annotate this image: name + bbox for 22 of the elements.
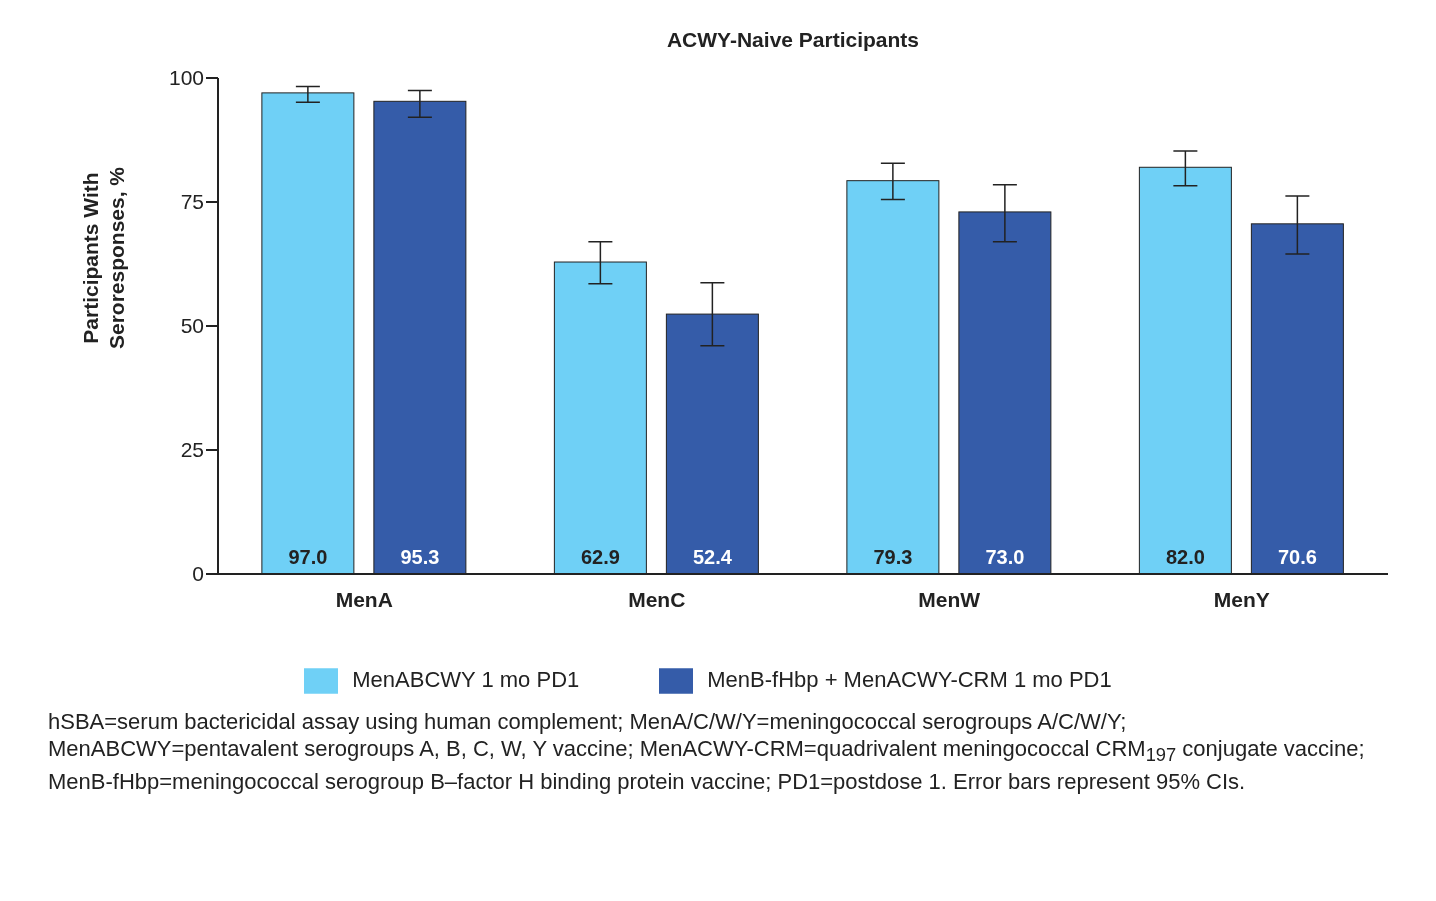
legend-label: MenB-fHbp + MenACWY-CRM 1 mo PD1 — [707, 666, 1112, 692]
data-label: 82.0 — [1165, 546, 1205, 568]
y-tick-label: 0 — [192, 562, 204, 586]
y-tick-label: 25 — [180, 438, 204, 462]
text: hSBA=serum bactericidal assay using human complement; MenA/C/W/Y=meningococcal serogroups A/C/W/Y; MenABCWY=pentavalent serogroups A, B, C, W, Y vaccine; MenACWY-CRM=quadrivalent meningococcal CRM$_{197}$ conjugate vaccine; MenB-fHbp=meningococcal serogroup B–factor H binding protein vaccine; PD1=postdose 1. Error bars represent 95% CIs. — [48, 708, 1366, 796]
y-tick-label: 50 — [180, 314, 204, 338]
data-label: 70.6 — [1277, 546, 1317, 568]
data-label: 52.4 — [692, 546, 733, 568]
data-label: 62.9 — [580, 546, 620, 568]
legend-label: MenABCWY 1 mo PD1 — [352, 666, 580, 692]
data-label: 79.3 — [873, 546, 913, 568]
data-label: 73.0 — [985, 546, 1025, 568]
data-label: 95.3 — [400, 546, 440, 568]
x-tick-label: MenA — [335, 587, 393, 611]
x-tick-label: MenY — [1213, 587, 1270, 611]
y-tick-label: 100 — [168, 66, 204, 90]
x-tick-label: MenW — [918, 587, 981, 611]
x-tick-label: MenC — [628, 587, 686, 611]
chart-title: ACWY-Naive Participants — [665, 27, 921, 53]
y-axis-title: Participants With Seroresponses, % — [78, 165, 129, 352]
y-tick-label: 75 — [180, 190, 204, 214]
data-label: 97.0 — [288, 546, 328, 568]
